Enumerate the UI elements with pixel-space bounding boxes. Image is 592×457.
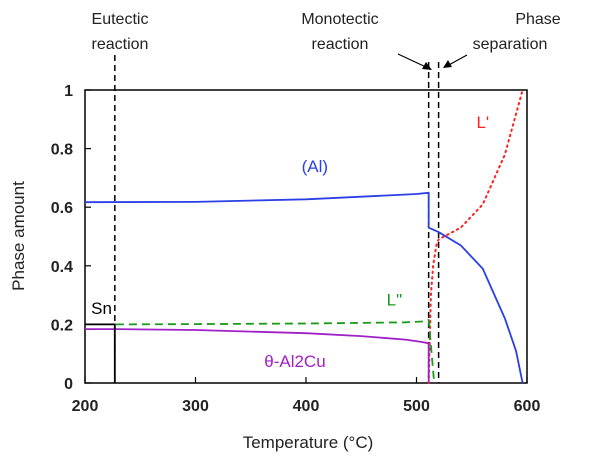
x-tick-label: 200 xyxy=(72,398,99,415)
phase-separation-annotation-line1: Phase xyxy=(515,11,560,28)
y-tick-label: 1 xyxy=(64,83,73,100)
series-label-3: θ-Al2Cu xyxy=(264,352,325,371)
monotectic-arrow xyxy=(397,53,429,69)
phase-separation-arrowhead xyxy=(443,60,452,68)
y-tick-label: 0.8 xyxy=(51,142,73,159)
series-line-2 xyxy=(115,318,436,384)
series-line-0 xyxy=(84,191,524,384)
monotectic-arrowhead xyxy=(422,62,432,70)
series-label-4: Sn xyxy=(91,299,112,318)
series-label-2: L" xyxy=(387,290,403,309)
x-axis-title: Temperature (°C) xyxy=(243,433,374,452)
series-label-1: L' xyxy=(476,113,489,132)
x-tick-label: 400 xyxy=(293,398,320,415)
series-line-1 xyxy=(427,89,524,384)
eutectic-annotation-line1: Eutectic xyxy=(92,11,149,28)
monotectic-annotation-line2: reaction xyxy=(312,36,369,53)
y-tick-label: 0.2 xyxy=(51,317,73,334)
x-tick-label: 300 xyxy=(182,398,209,415)
y-tick-label: 0.4 xyxy=(51,259,73,276)
monotectic-annotation-line1: Monotectic xyxy=(301,11,378,28)
plot-frame xyxy=(84,89,528,384)
y-tick-label: 0 xyxy=(64,376,73,393)
x-tick-label: 500 xyxy=(403,398,430,415)
x-tick-label: 600 xyxy=(514,398,541,415)
y-axis-title: Phase amount xyxy=(9,181,28,291)
eutectic-annotation-line2: reaction xyxy=(92,36,149,53)
series-line-4 xyxy=(85,323,116,383)
phase-separation-annotation-line2: separation xyxy=(473,36,548,53)
series-line-3 xyxy=(85,328,430,383)
y-tick-label: 0.6 xyxy=(51,200,73,217)
series-label-0: (Al) xyxy=(302,157,328,176)
